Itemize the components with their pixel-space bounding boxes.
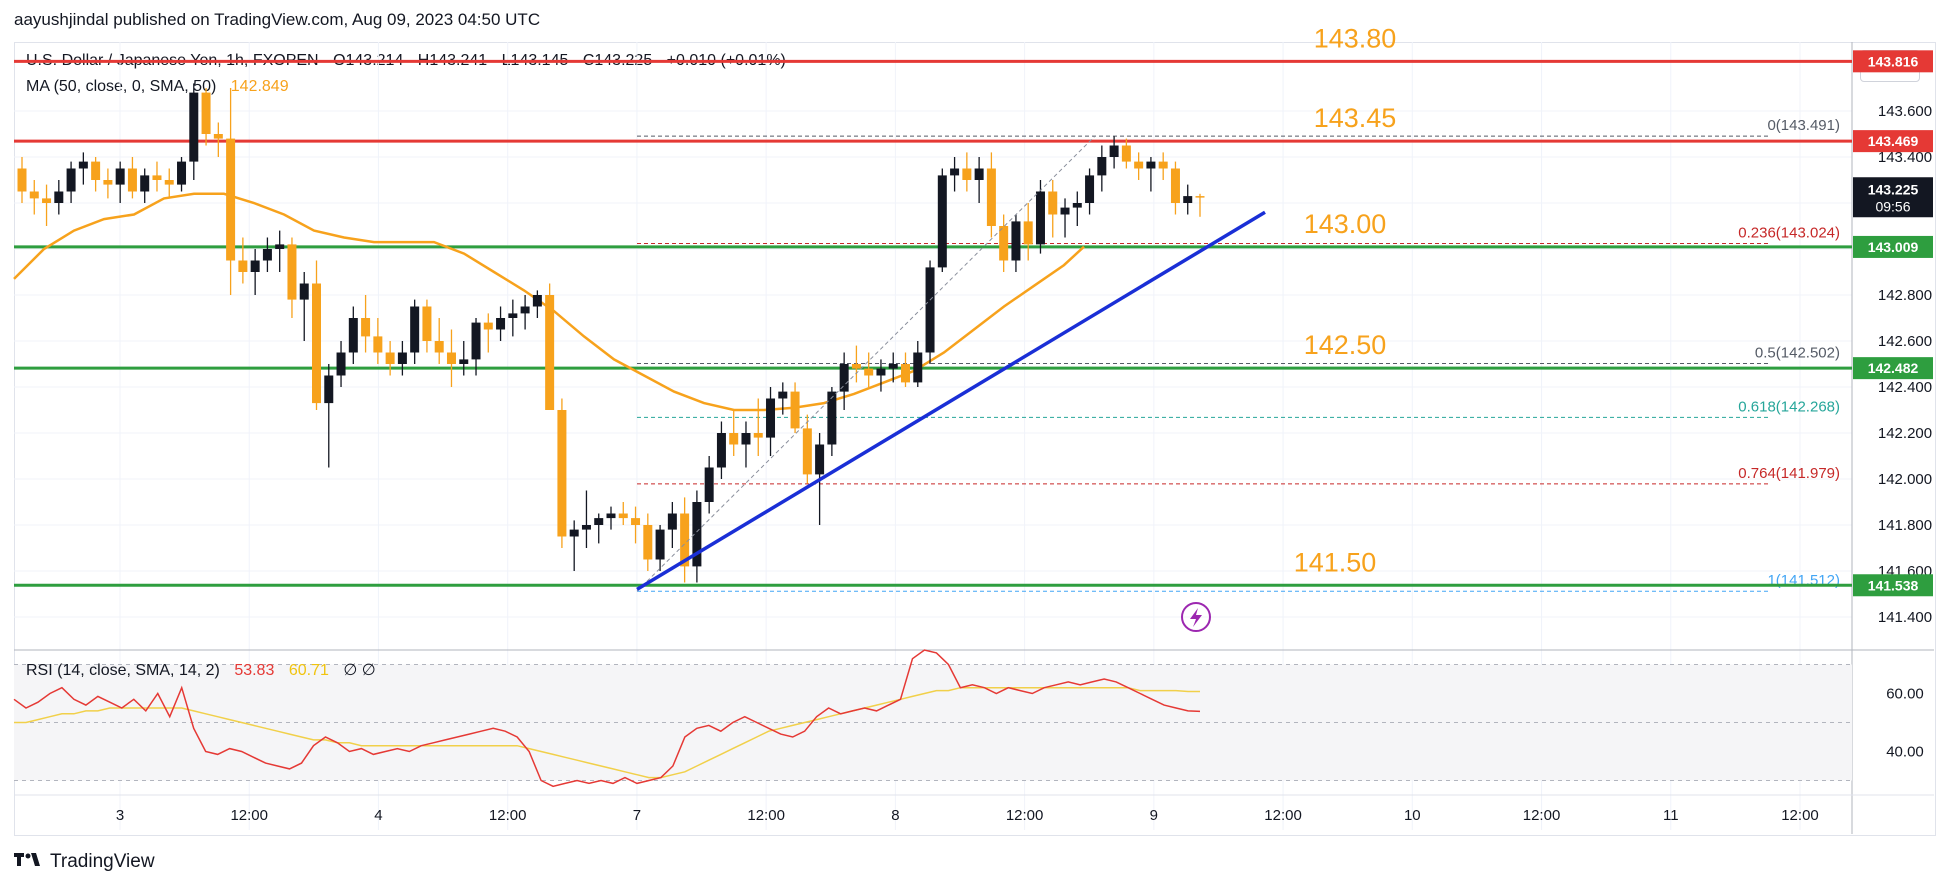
- chart-frame: [14, 42, 1936, 836]
- currency-button[interactable]: JPY: [1860, 50, 1920, 82]
- rsi-legend: RSI (14, close, SMA, 14, 2) 53.83 60.71 …: [26, 660, 386, 680]
- rsi-value: 53.83: [234, 662, 275, 679]
- ma-legend: MA (50, close, 0, SMA, 50) 142.849: [26, 78, 299, 96]
- tradingview-logo-icon: [14, 850, 42, 873]
- publish-header: aayushjindal published on TradingView.co…: [14, 10, 541, 29]
- ohlc-low: L143.145: [501, 52, 569, 69]
- ma-value: 142.849: [230, 78, 289, 95]
- rsi-label[interactable]: RSI (14, close, SMA, 14, 2): [26, 662, 220, 679]
- symbol-name[interactable]: U.S. Dollar / Japanese Yen, 1h, FXOPEN: [26, 52, 319, 69]
- rsi-extra: ∅ ∅: [343, 662, 376, 679]
- footer-brand[interactable]: TradingView: [14, 850, 155, 873]
- symbol-legend: U.S. Dollar / Japanese Yen, 1h, FXOPEN O…: [26, 52, 796, 70]
- rsi-ma-value: 60.71: [288, 662, 329, 679]
- ohlc-close: C143.225: [582, 52, 653, 69]
- ma-label[interactable]: MA (50, close, 0, SMA, 50): [26, 78, 217, 95]
- footer-brand-label: TradingView: [50, 850, 155, 872]
- ohlc-high: H143.241: [417, 52, 488, 69]
- ohlc-open: O143.214: [333, 52, 404, 69]
- ohlc-change: +0.010 (+0.01%): [666, 52, 786, 69]
